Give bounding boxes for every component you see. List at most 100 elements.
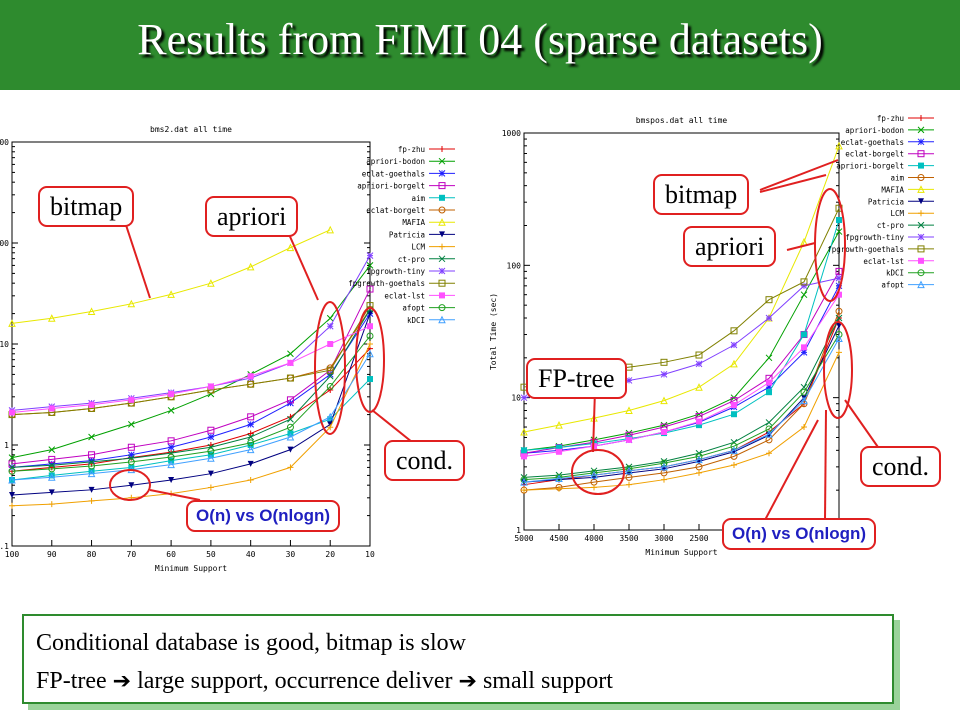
right-ylabel: Total Time (sec) xyxy=(489,293,498,370)
left-legend-marker xyxy=(439,243,445,250)
right-point-kDCI xyxy=(520,476,528,484)
right-xtick-label: 4000 xyxy=(584,534,603,543)
right-line-apriori-borgelt xyxy=(523,219,840,451)
left-legend-marker xyxy=(439,231,445,238)
left-legend-marker xyxy=(438,255,446,263)
right-point-MAFIA xyxy=(730,359,738,368)
right-xtick-label: 5000 xyxy=(514,534,533,543)
right-legend-label: LCM xyxy=(890,209,904,218)
callout-left-cond: cond. xyxy=(384,440,466,482)
right-legend-label: aim xyxy=(890,174,904,183)
right-point-fpgrowth-tiny xyxy=(835,274,843,282)
left-series-aim xyxy=(9,376,373,484)
right-legend-marker xyxy=(917,150,925,158)
right-legend-label: fpgrowth-tiny xyxy=(845,233,904,242)
left-point-eclat-lst xyxy=(9,409,15,416)
left-line-eclat-borgelt xyxy=(11,309,371,416)
right-point-fpgrowth-tiny xyxy=(625,377,633,384)
right-legend-marker xyxy=(917,185,925,193)
left-line-apriori-borgelt xyxy=(11,288,371,465)
right-point-afopt xyxy=(520,478,528,486)
right-point-eclat-lst xyxy=(836,291,842,298)
right-point-fpgrowth-goethals xyxy=(695,351,703,359)
left-point-MAFIA xyxy=(326,225,335,234)
left-point-LCM xyxy=(247,477,254,484)
right-legend-marker xyxy=(917,269,925,277)
left-legend-label: apriori-borgelt xyxy=(357,182,425,191)
left-point-LCM xyxy=(48,501,55,508)
left-point-Patricia xyxy=(247,460,254,467)
left-xtick-label: 30 xyxy=(286,550,296,559)
right-legend-label: fp-zhu xyxy=(877,114,904,123)
left-legend-marker xyxy=(438,182,446,190)
left-legend-label: fpgrowth-goethals xyxy=(348,279,425,288)
chart-bmspos-svg: bmspos.dat all time 1 10 100 1000 5000 4500 400… xyxy=(489,114,934,557)
right-point-apriori-bodon xyxy=(695,410,703,418)
right-point-ct-pro xyxy=(835,314,843,322)
left-series-fp-zhu xyxy=(9,345,373,475)
left-series-LCM xyxy=(9,341,373,509)
left-legend-marker xyxy=(438,206,446,214)
left-point-afopt xyxy=(8,467,16,475)
right-legend-marker xyxy=(917,126,925,134)
left-point-Patricia xyxy=(207,470,214,477)
right-legend-label: afopt xyxy=(881,281,904,290)
left-point-apriori-bodon xyxy=(167,407,175,414)
left-xtick-label: 50 xyxy=(206,550,216,559)
left-point-fp-zhu xyxy=(247,430,254,437)
left-point-MAFIA xyxy=(207,279,215,287)
left-ytick-label: 100 xyxy=(0,239,9,248)
right-xtick-label: 4500 xyxy=(549,534,568,543)
arrow-icon: ➔ xyxy=(458,669,477,695)
left-point-eclat-goethals xyxy=(88,457,95,464)
callout-right-bitmap: bitmap xyxy=(653,174,750,216)
right-point-fpgrowth-goethals xyxy=(660,358,668,366)
right-point-fpgrowth-goethals xyxy=(800,278,808,286)
left-point-eclat-lst xyxy=(128,396,135,403)
right-point-fpgrowth-tiny xyxy=(800,282,808,290)
right-point-eclat-lst xyxy=(556,448,562,455)
left-point-kDCI xyxy=(246,445,255,454)
right-point-eclat-lst xyxy=(801,344,807,351)
right-point-afopt xyxy=(625,466,633,475)
right-point-fpgrowth-tiny xyxy=(520,394,528,402)
left-legend-marker xyxy=(438,218,446,226)
left-point-apriori-bodon xyxy=(48,446,56,453)
left-point-ct-pro xyxy=(127,454,135,462)
left-xtick-label: 20 xyxy=(325,550,335,559)
left-legend-label: fpgrowth-tiny xyxy=(366,267,425,276)
left-point-MAFIA xyxy=(87,307,96,315)
left-point-fpgrowth-tiny xyxy=(366,252,374,259)
right-point-MAFIA xyxy=(555,421,563,429)
right-point-LCM xyxy=(696,469,702,476)
left-point-LCM xyxy=(128,494,135,501)
right-legend-label: MAFIA xyxy=(881,185,904,194)
right-point-LCM xyxy=(836,349,842,356)
right-ytick-label: 10 xyxy=(511,394,521,403)
left-line-MAFIA xyxy=(11,229,331,324)
left-ytick-label: .1 xyxy=(0,542,9,551)
left-line-fp-zhu xyxy=(11,348,371,472)
right-point-eclat-lst xyxy=(696,418,702,425)
left-point-MAFIA xyxy=(47,314,56,322)
left-series-eclat-borgelt xyxy=(8,305,374,419)
right-point-eclat-goethals xyxy=(835,282,843,290)
left-point-MAFIA xyxy=(127,299,136,308)
summary-line-2: FP-tree ➔ large support, occurrence deli… xyxy=(36,662,880,700)
left-legend-label: afopt xyxy=(402,304,425,313)
left-line-apriori-bodon xyxy=(11,265,371,459)
left-point-fpgrowth-goethals xyxy=(247,380,255,388)
arrow-icon: ➔ xyxy=(112,669,132,695)
left-xlabel: Minimum Support xyxy=(155,564,227,573)
left-legend-label: apriori-bodon xyxy=(366,157,425,166)
left-legend-marker xyxy=(439,194,445,201)
right-point-kDCI xyxy=(800,388,808,396)
left-point-eclat-lst xyxy=(88,401,95,408)
right-point-eclat-lst xyxy=(591,443,597,450)
callout-right-onlogn: O(n) vs O(nlogn) xyxy=(722,518,877,551)
left-point-ct-pro xyxy=(48,461,56,469)
left-ytick-label: 1 xyxy=(4,441,9,450)
left-legend-label: MAFIA xyxy=(402,218,425,227)
right-line-MAFIA xyxy=(523,145,840,433)
right-point-fpgrowth-tiny xyxy=(660,371,668,378)
